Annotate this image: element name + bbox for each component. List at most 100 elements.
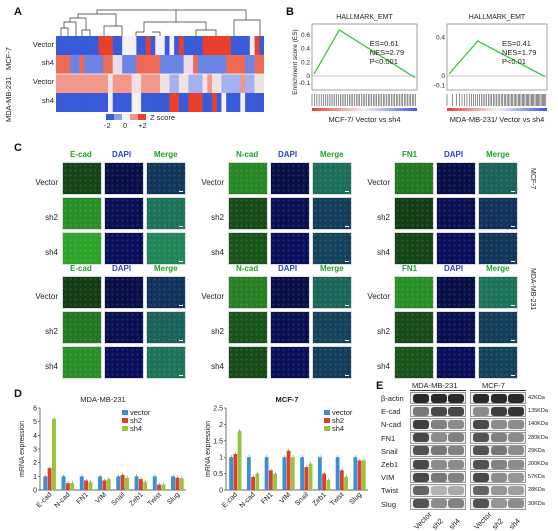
heatmap-cell — [89, 74, 95, 94]
if-marker-label: N-cad — [236, 150, 259, 159]
western-size-label: 200KDa — [528, 461, 548, 467]
scale-bar — [511, 375, 515, 376]
heatmap-cell — [60, 93, 66, 112]
heatmap-cell — [126, 93, 132, 112]
x-tick-label: Snail — [294, 491, 310, 507]
bar — [353, 457, 358, 490]
heatmap-cell — [145, 55, 151, 75]
scale-bar — [345, 226, 349, 227]
western-band — [473, 406, 489, 416]
chart-title: MDA-MB-231 — [80, 395, 125, 404]
heatmap-cell — [197, 74, 203, 94]
if-micrograph — [62, 232, 102, 265]
gsea-frame — [311, 23, 418, 91]
western-band — [448, 472, 464, 482]
x-tick-label: Slug — [166, 491, 181, 506]
bar — [251, 476, 255, 490]
bar — [143, 481, 148, 490]
if-row-label: Vector — [201, 291, 224, 301]
heatmap-cell — [117, 55, 123, 75]
gsea-title: HALLMARK_EMT — [469, 14, 526, 21]
heatmap-cell — [188, 36, 194, 56]
western-lane-label: sh4 — [507, 516, 522, 531]
heatmap-cell — [207, 55, 213, 75]
western-size-label: 57KDa — [528, 474, 545, 481]
x-tick-label: E-cad — [36, 491, 54, 509]
if-micrograph — [146, 162, 186, 195]
heatmap-cell — [202, 74, 208, 94]
y-axis-label: mRNA expression — [205, 421, 212, 477]
heatmap-cell — [221, 36, 227, 56]
if-side-label: MDA-MB-231 — [529, 268, 536, 311]
western-band — [430, 499, 447, 509]
gsea-ytick: 0.6 — [301, 32, 310, 39]
scale-bar — [345, 191, 349, 192]
heatmap-cell — [169, 93, 175, 112]
western-band — [448, 499, 464, 509]
if-micrograph — [270, 197, 310, 230]
heatmap-cell — [155, 55, 161, 75]
western-band — [413, 459, 429, 469]
heatmap-cell — [216, 36, 222, 56]
if-row-label: sh2 — [211, 326, 224, 336]
y-tick-label: 1 — [33, 474, 37, 481]
legend-label: sh4 — [130, 424, 142, 433]
heatmap-cell — [79, 74, 85, 94]
heatmap-cell — [131, 36, 137, 56]
western-band — [508, 406, 524, 416]
x-tick-label: Twist — [329, 491, 345, 507]
heatmap-cell — [56, 55, 62, 75]
if-micrograph — [478, 197, 518, 230]
gsea-es: ES=0.41 — [502, 39, 531, 48]
western-band — [448, 459, 464, 469]
western-band — [473, 393, 489, 403]
y-tick-label: 5 — [33, 419, 37, 426]
heatmap-cell — [65, 36, 71, 56]
heatmap-cell — [98, 74, 104, 94]
if-micrograph — [394, 197, 434, 230]
bar — [264, 457, 269, 490]
heatmap-cell — [117, 36, 123, 56]
legend-label: sh2 — [332, 416, 344, 425]
heatmap-cell — [193, 55, 199, 75]
western-band — [508, 459, 524, 469]
heatmap-cell — [259, 93, 264, 112]
heatmap-cell — [174, 93, 180, 112]
western-protein-label: E-cad — [381, 407, 401, 417]
bar — [273, 473, 277, 490]
heatmap-cell — [174, 55, 180, 75]
heatmap-cell — [89, 93, 95, 112]
legend-swatch — [122, 410, 128, 415]
if-micrograph — [312, 232, 352, 265]
heatmap-cell — [103, 74, 109, 94]
if-micrograph — [104, 311, 144, 344]
western-band — [473, 433, 489, 443]
if-micrograph — [312, 346, 352, 379]
if-micrograph — [104, 346, 144, 379]
heatmap-cell — [103, 55, 109, 75]
gsea-frame — [446, 23, 548, 91]
heatmap-cell — [117, 93, 123, 112]
if-marker-label: Merge — [486, 150, 510, 159]
heatmap-cell — [254, 93, 260, 112]
heatmap-cell — [164, 74, 170, 94]
if-marker-label: FN1 — [402, 150, 418, 159]
gsea-ytick: 0 — [306, 73, 310, 80]
if-micrograph — [104, 232, 144, 265]
heatmap-cell — [98, 55, 104, 75]
heatmap-cell — [70, 93, 76, 112]
if-micrograph — [478, 276, 518, 309]
western-band — [413, 472, 429, 482]
x-tick-label: Snail — [110, 491, 126, 507]
heatmap-cell — [65, 93, 71, 112]
heatmap-cell — [60, 55, 66, 75]
western-lane-label: Vector — [472, 509, 494, 531]
heatmap-cell — [245, 55, 251, 75]
heatmap-cell — [126, 74, 132, 94]
heatmap-cell — [226, 55, 232, 75]
scale-bar — [345, 340, 349, 341]
bar — [102, 480, 107, 490]
heatmap-cell — [70, 36, 76, 56]
heatmap-cell — [155, 36, 161, 56]
heatmap-cell — [150, 93, 156, 112]
